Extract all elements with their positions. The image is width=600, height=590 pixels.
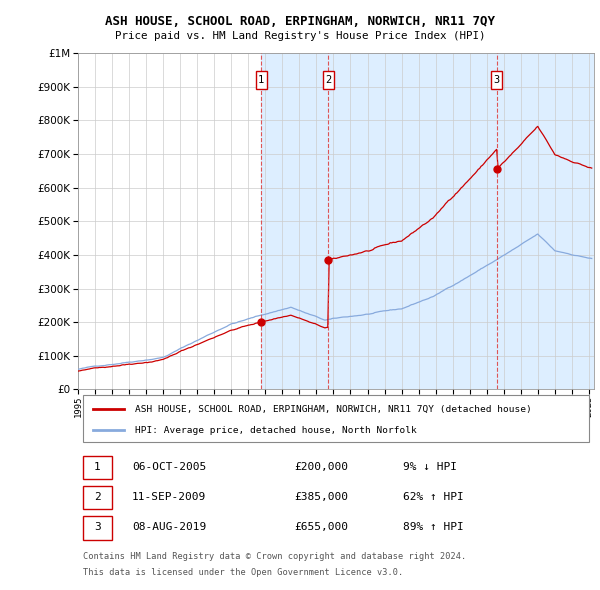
Text: Contains HM Land Registry data © Crown copyright and database right 2024.: Contains HM Land Registry data © Crown c… — [83, 552, 466, 561]
Text: 3: 3 — [94, 522, 101, 532]
FancyBboxPatch shape — [256, 71, 266, 90]
Text: 2: 2 — [94, 492, 101, 502]
FancyBboxPatch shape — [491, 71, 502, 90]
Bar — [328, 53, 497, 389]
FancyBboxPatch shape — [83, 516, 112, 539]
Text: 3: 3 — [494, 75, 500, 85]
Text: £200,000: £200,000 — [295, 462, 349, 472]
FancyBboxPatch shape — [83, 455, 112, 479]
Text: 9% ↓ HPI: 9% ↓ HPI — [403, 462, 457, 472]
Text: 62% ↑ HPI: 62% ↑ HPI — [403, 492, 464, 502]
Text: ASH HOUSE, SCHOOL ROAD, ERPINGHAM, NORWICH, NR11 7QY: ASH HOUSE, SCHOOL ROAD, ERPINGHAM, NORWI… — [105, 15, 495, 28]
Text: This data is licensed under the Open Government Licence v3.0.: This data is licensed under the Open Gov… — [83, 568, 403, 577]
Text: £655,000: £655,000 — [295, 522, 349, 532]
Text: 08-AUG-2019: 08-AUG-2019 — [132, 522, 206, 532]
Text: 2: 2 — [325, 75, 331, 85]
Bar — [497, 53, 594, 389]
FancyBboxPatch shape — [83, 395, 589, 442]
Text: 11-SEP-2009: 11-SEP-2009 — [132, 492, 206, 502]
Text: 1: 1 — [94, 462, 101, 472]
Text: HPI: Average price, detached house, North Norfolk: HPI: Average price, detached house, Nort… — [135, 425, 416, 435]
Bar — [261, 53, 328, 389]
FancyBboxPatch shape — [83, 486, 112, 509]
Text: Price paid vs. HM Land Registry's House Price Index (HPI): Price paid vs. HM Land Registry's House … — [115, 31, 485, 41]
FancyBboxPatch shape — [323, 71, 334, 90]
Text: 1: 1 — [258, 75, 264, 85]
Text: 06-OCT-2005: 06-OCT-2005 — [132, 462, 206, 472]
Text: ASH HOUSE, SCHOOL ROAD, ERPINGHAM, NORWICH, NR11 7QY (detached house): ASH HOUSE, SCHOOL ROAD, ERPINGHAM, NORWI… — [135, 405, 532, 414]
Text: 89% ↑ HPI: 89% ↑ HPI — [403, 522, 464, 532]
Text: £385,000: £385,000 — [295, 492, 349, 502]
